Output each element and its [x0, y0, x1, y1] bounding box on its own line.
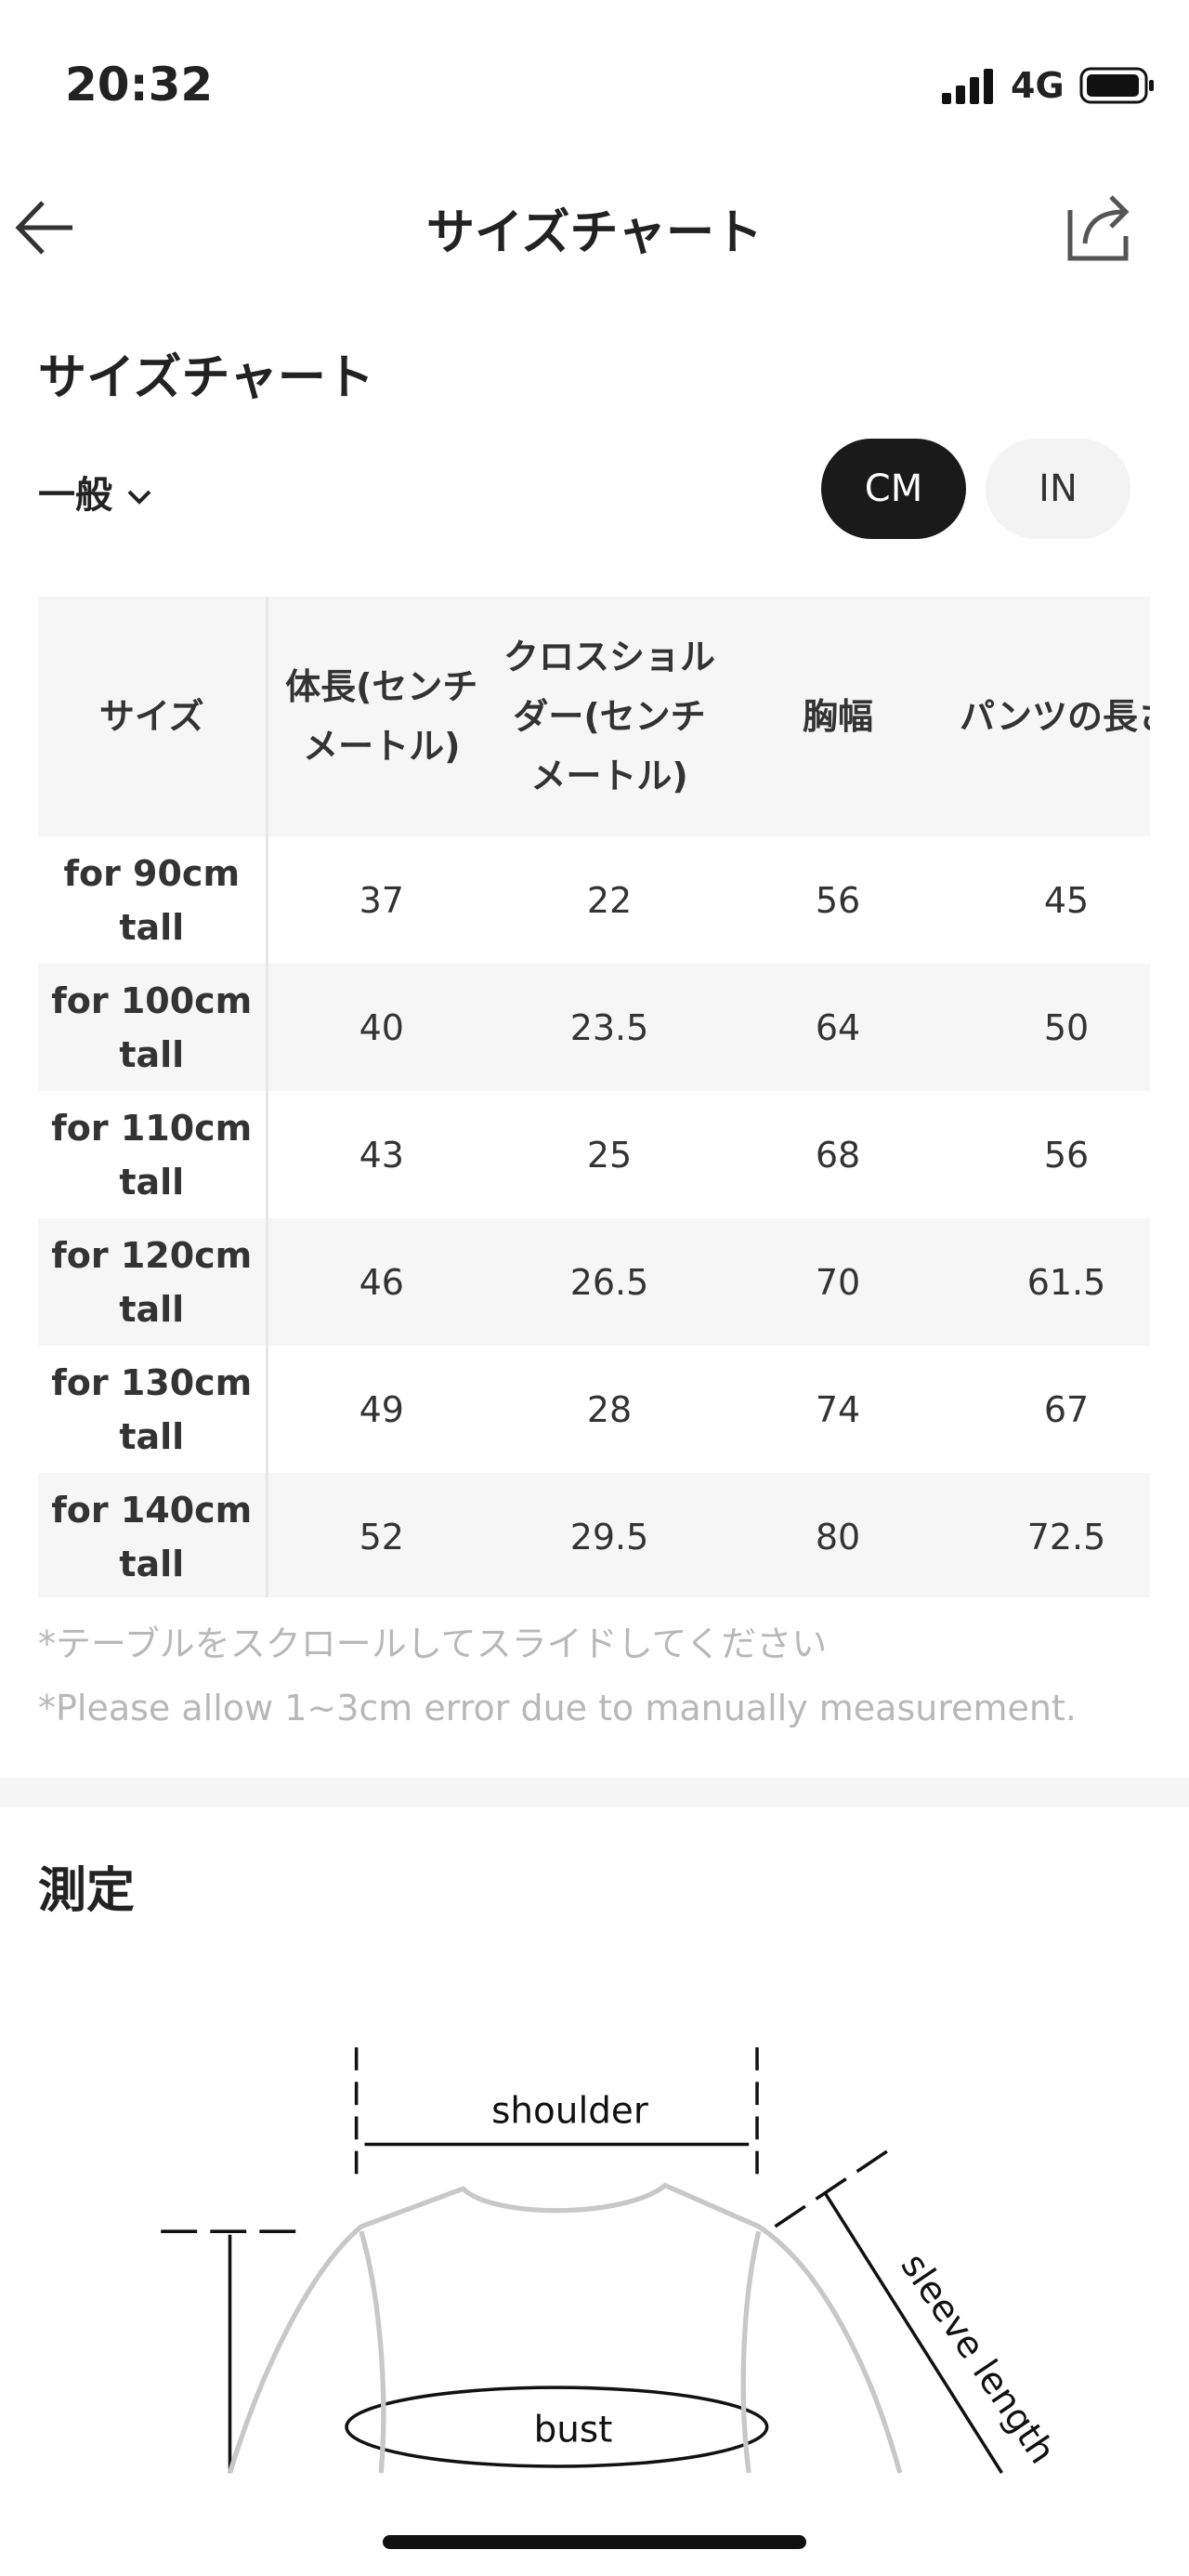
value-cell: 52	[267, 1473, 495, 1597]
unit-toggle[interactable]: CM	[821, 439, 966, 539]
table-row: for 100cm tall 40 23.5 64 50	[38, 964, 1150, 1091]
value-cell: 64	[724, 964, 952, 1091]
measure-diagram: shoulder bust sleeve length	[161, 2047, 1063, 2475]
value-cell: 67	[1043, 1388, 1090, 1430]
value-cell: 26.5	[495, 1218, 724, 1346]
battery-icon	[1079, 67, 1154, 104]
back-button[interactable]	[15, 195, 80, 260]
table-row: for 130cm tall 49 28 74 67	[38, 1346, 1150, 1473]
value-cell: 56	[1043, 1134, 1090, 1176]
value-cell: 45	[1043, 879, 1090, 921]
share-button[interactable]	[1065, 191, 1135, 262]
measure-title: 測定	[38, 1863, 136, 1919]
value-cell: 68	[815, 1134, 861, 1176]
dropdown[interactable]: 一般	[38, 465, 153, 519]
value-cell: 40	[267, 964, 495, 1091]
table-row: for 110cm tall 43 25 68 56	[38, 1091, 1150, 1218]
size-cell: for 110cm tall	[38, 1091, 268, 1218]
value-cell: 72.5	[952, 1473, 1150, 1597]
section-title: サイズチャート	[38, 350, 374, 406]
value-cell: 28	[586, 1388, 633, 1430]
note: *Please allow 1~3cm error due to manuall…	[38, 1688, 1077, 1728]
size-cell: for 100cm tall	[38, 964, 268, 1091]
value-cell: 43	[359, 1134, 404, 1176]
size-cell: for 140cm tall	[38, 1473, 268, 1597]
note: *テーブルをスクロールしてスライドしてください	[38, 1623, 828, 1664]
dropdown-label: 一般	[38, 474, 112, 517]
value-cell: 61.5	[952, 1218, 1150, 1346]
signal-icon	[942, 69, 993, 104]
table-row: for 140cm tall 52 29.5 80 72.5	[38, 1473, 1150, 1597]
status-time: 20:32	[65, 58, 214, 112]
value-cell: 49	[359, 1388, 404, 1430]
size-cell: for 90cm tall	[38, 836, 268, 964]
value-cell: 46	[267, 1218, 495, 1346]
value-cell: 25	[586, 1134, 633, 1176]
column-header: パンツの長さ	[952, 597, 1150, 836]
diagram-label: shoulder	[491, 2091, 648, 2133]
value-cell: 29.5	[495, 1473, 724, 1597]
value-cell: 80	[724, 1473, 952, 1597]
size-cell: for 120cm tall	[38, 1218, 268, 1346]
column-header: 胸幅	[724, 597, 952, 836]
separator	[0, 1778, 1189, 1807]
table-row: for 120cm tall 46 26.5 70 61.5	[38, 1218, 1150, 1346]
value-cell: 22	[586, 879, 633, 921]
header-title: サイズチャート	[426, 205, 763, 261]
network-label: 4G	[1011, 65, 1065, 106]
value-cell: 70	[724, 1218, 952, 1346]
value-cell: 23.5	[495, 964, 724, 1091]
unit-toggle[interactable]: IN	[986, 439, 1130, 539]
value-cell: 50	[952, 964, 1150, 1091]
size-table: サイズ体長(センチメートル)クロスショルダー(センチメートル)胸幅パンツの長さf…	[38, 597, 1150, 1597]
value-cell: 37	[359, 879, 404, 921]
diagram-label: bust	[534, 2409, 613, 2451]
value-cell: 56	[815, 879, 861, 921]
table-row: for 90cm tall 37 22 56 45	[38, 836, 1150, 964]
size-cell: for 130cm tall	[38, 1346, 268, 1473]
column-header: サイズ	[38, 597, 268, 836]
chevron	[127, 490, 151, 505]
column-header: クロスショルダー(センチメートル)	[495, 597, 724, 836]
value-cell: 74	[815, 1388, 861, 1430]
column-header: 体長(センチメートル)	[267, 597, 495, 836]
home-indicator	[383, 2535, 806, 2549]
